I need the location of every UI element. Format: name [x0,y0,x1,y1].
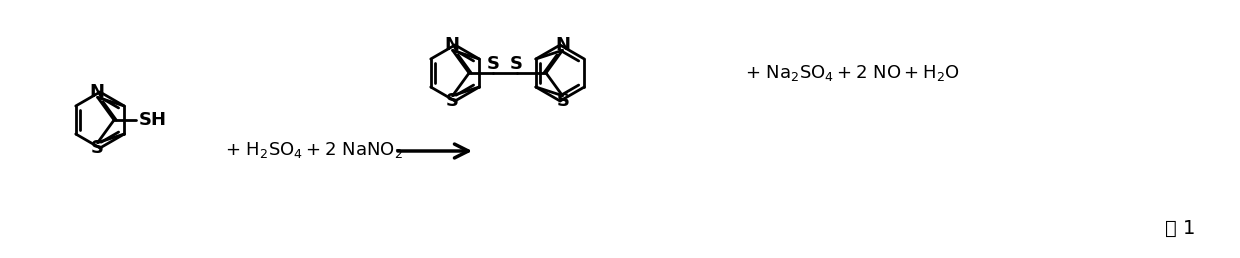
Text: 式 1: 式 1 [1164,219,1195,238]
Text: N: N [445,36,460,54]
Text: S: S [486,55,500,73]
Text: N: N [556,36,570,54]
Text: $+ \ \mathrm{H_2SO_4} + 2\ \mathrm{NaNO_2}$: $+ \ \mathrm{H_2SO_4} + 2\ \mathrm{NaNO_… [224,140,403,160]
Text: N: N [89,83,104,101]
Text: S: S [557,92,569,110]
Text: S: S [445,92,459,110]
Text: $+ \ \mathrm{Na_2SO_4} + 2\ \mathrm{NO} + \mathrm{H_2O}$: $+ \ \mathrm{Na_2SO_4} + 2\ \mathrm{NO} … [745,63,960,83]
Text: S: S [510,55,523,73]
Text: S: S [91,139,104,157]
Text: SH: SH [139,111,166,129]
